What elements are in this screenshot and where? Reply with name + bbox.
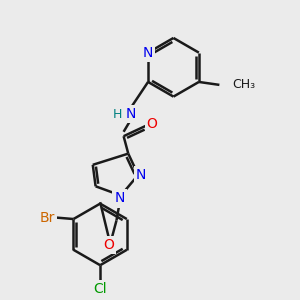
Text: H: H	[113, 108, 122, 121]
Text: Cl: Cl	[93, 282, 107, 296]
Text: O: O	[147, 117, 158, 130]
Text: N: N	[143, 46, 153, 60]
Text: CH₃: CH₃	[232, 78, 256, 92]
Text: N: N	[136, 168, 146, 182]
Text: O: O	[103, 238, 114, 252]
Text: Br: Br	[39, 211, 55, 225]
Text: N: N	[126, 107, 136, 121]
Text: N: N	[114, 191, 124, 206]
